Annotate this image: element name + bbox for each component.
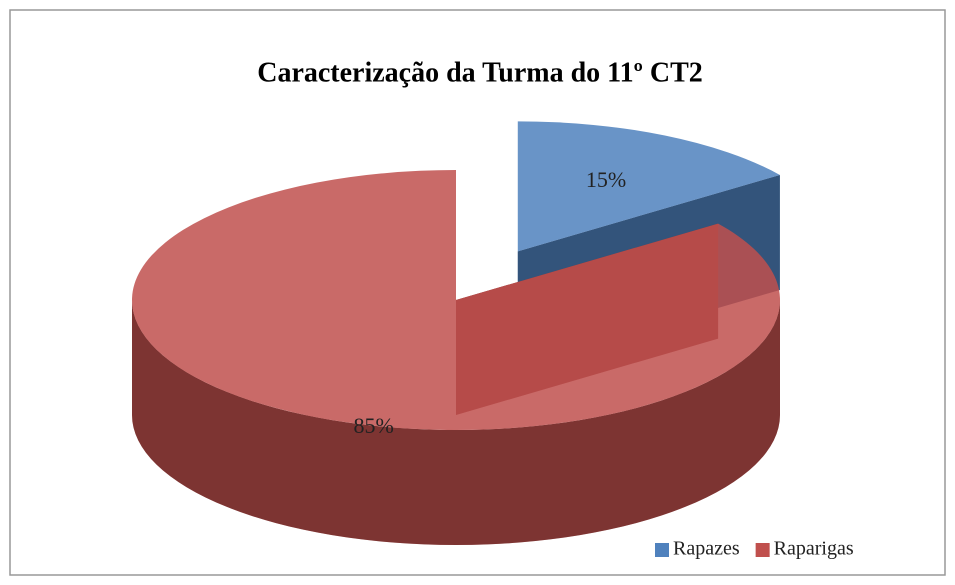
slice-side-shade xyxy=(132,300,780,545)
slice-top xyxy=(131,170,780,430)
value-label: 85% xyxy=(353,413,393,438)
slice-side xyxy=(132,300,780,545)
slice-top xyxy=(517,121,780,252)
legend-swatch xyxy=(655,543,669,557)
legend-swatch xyxy=(755,543,770,557)
legend-label: Raparigas xyxy=(774,538,854,560)
value-label: 15% xyxy=(586,167,626,192)
chart-title: Caracterização da Turma do 11º CT2 xyxy=(257,57,703,88)
legend-label: Rapazes xyxy=(673,538,740,560)
